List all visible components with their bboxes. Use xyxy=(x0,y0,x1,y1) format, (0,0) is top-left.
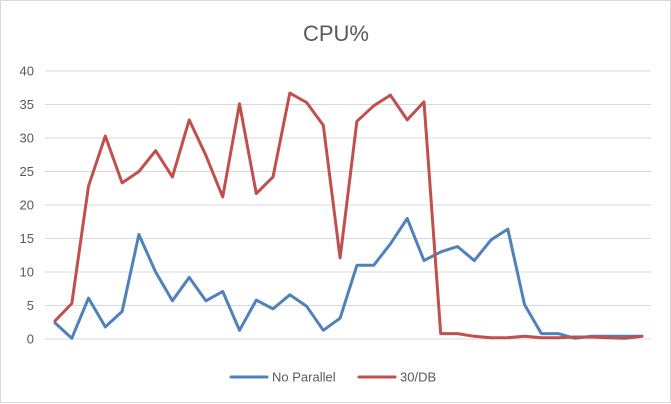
legend-label: No Parallel xyxy=(272,370,336,385)
chart-title: CPU% xyxy=(303,21,369,46)
y-axis-labels: 0 5 10 15 20 25 30 35 40 xyxy=(20,64,34,347)
y-tick-label: 40 xyxy=(20,64,34,79)
y-tick-label: 15 xyxy=(20,231,34,246)
y-tick-label: 10 xyxy=(20,265,34,280)
series-line-30-db xyxy=(53,91,644,340)
series-line-no-parallel xyxy=(53,216,644,340)
legend-label: 30/DB xyxy=(400,370,436,385)
legend[interactable]: No Parallel 30/DB xyxy=(229,370,436,385)
y-tick-label: 25 xyxy=(20,164,34,179)
y-tick-label: 5 xyxy=(27,298,34,313)
y-tick-label: 0 xyxy=(27,332,34,347)
legend-item-30-db[interactable]: 30/DB xyxy=(357,370,436,385)
series-lines xyxy=(53,91,644,340)
y-tick-label: 30 xyxy=(20,131,34,146)
y-tick-label: 20 xyxy=(20,198,34,213)
legend-item-no-parallel[interactable]: No Parallel xyxy=(229,370,336,385)
y-tick-label: 35 xyxy=(20,97,34,112)
